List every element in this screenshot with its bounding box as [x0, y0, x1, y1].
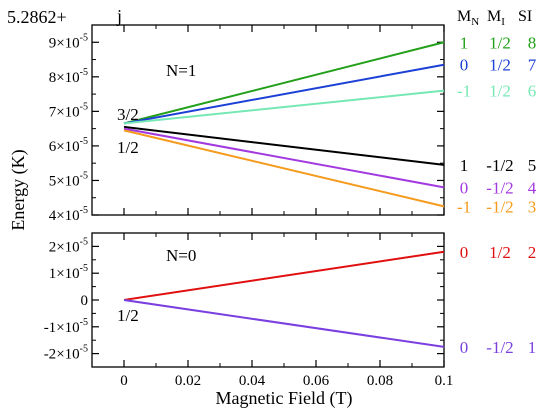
series-line-si-7 [123, 63, 445, 125]
y-tick-label: 8×10-5​ [49, 67, 88, 86]
row-mn: 0 [460, 178, 469, 197]
row-si: 3 [528, 197, 537, 216]
y-axis-label: Energy (K) [8, 149, 29, 230]
y-tick-label: -1×10-5​ [44, 317, 88, 336]
row-mn: 0 [460, 338, 469, 357]
y-tick-label: 6×10-5​ [49, 136, 88, 155]
plot-frame [91, 232, 445, 368]
row-mi: -1/2 [486, 197, 513, 216]
level-annotation: 1/2 [117, 306, 139, 325]
row-si: 4 [528, 178, 537, 197]
x-tick-label: 0.04 [239, 373, 266, 389]
level-annotation: 3/2 [117, 105, 139, 124]
x-tick-label: 0.1 [435, 373, 454, 389]
row-si: 8 [528, 33, 537, 52]
row-mi: 1/2 [489, 243, 511, 262]
y-tick-label: 4×10-5​ [49, 205, 88, 224]
row-mn: -1 [457, 197, 471, 216]
y-tick-label: -2×10-5​ [44, 344, 88, 363]
row-si: 1 [528, 338, 537, 357]
y-tick-label: 1×10-5​ [49, 263, 88, 282]
series-line-si-8 [123, 41, 445, 125]
header-mn: MN [457, 8, 479, 28]
plot-frame [91, 24, 445, 216]
x-axis-label: Magnetic Field (T) [216, 388, 353, 409]
panel-letter: j [116, 6, 122, 26]
series-line-si-2 [123, 250, 445, 301]
series-line-si-5 [123, 125, 445, 166]
series-line-si-3 [123, 129, 445, 208]
energy-offset-label: 5.2862+ [7, 7, 67, 27]
row-mn: 0 [460, 56, 469, 75]
y-tick-label: 0 [81, 293, 89, 309]
x-tick-label: 0.02 [175, 373, 201, 389]
row-mn: 0 [460, 243, 469, 262]
row-mi: -1/2 [486, 338, 513, 357]
header-si: SI [518, 8, 532, 25]
row-mn: 1 [460, 33, 469, 52]
y-tick-label: 2×10-5​ [49, 236, 88, 255]
y-tick-label: 9×10-5​ [49, 32, 88, 51]
row-mi: 1/2 [489, 56, 511, 75]
x-tick-label: 0.08 [367, 373, 393, 389]
row-mi: 1/2 [489, 82, 511, 101]
row-mn: 1 [460, 156, 469, 175]
header-mi: MI [487, 8, 505, 28]
panel-label: N=0 [166, 246, 196, 265]
series-line-si-4 [123, 127, 445, 189]
row-mn: -1 [457, 82, 471, 101]
row-si: 6 [528, 82, 537, 101]
panel-label: N=1 [166, 61, 196, 80]
legend-header: MN MI SI [457, 8, 532, 28]
panel-n1: 4×10-5​ 5×10-5​ 6×10-5​ 7×10-5​ 8×10-5​ 9×10-… [49, 24, 537, 224]
row-si: 2 [528, 243, 537, 262]
row-si: 5 [528, 156, 537, 175]
row-mi: -1/2 [486, 178, 513, 197]
x-tick-label: 0 [120, 373, 128, 389]
row-mi: 1/2 [489, 33, 511, 52]
level-annotation: 1/2 [117, 138, 139, 157]
row-si: 7 [528, 56, 537, 75]
panel-n0: 2×10-5​ 1×10-5​ 0 -1×10-5​ -2×10-5​ 0 0.02 0.04… [44, 232, 537, 389]
series-line-si-6 [123, 89, 445, 125]
series-line-si-1 [123, 299, 445, 348]
y-tick-label: 5×10-5​ [49, 170, 88, 189]
row-mi: -1/2 [486, 156, 513, 175]
y-tick-label: 7×10-5​ [49, 101, 88, 120]
x-tick-label: 0.06 [303, 373, 330, 389]
